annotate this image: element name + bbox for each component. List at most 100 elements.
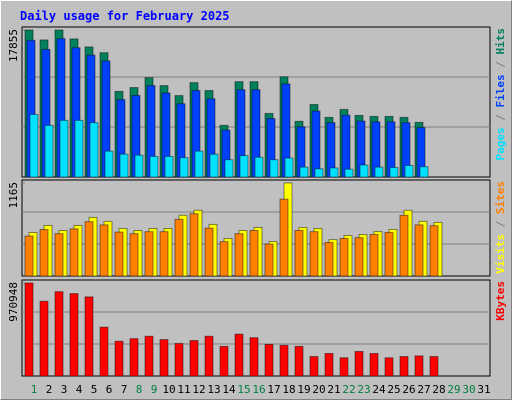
bar [144, 335, 154, 377]
bar [174, 342, 184, 377]
legend-entry: KBytes [494, 281, 507, 321]
x-tick-label: 17 [267, 383, 280, 396]
bar [54, 291, 64, 377]
x-tick-label: 12 [192, 383, 205, 396]
bar [114, 340, 124, 377]
bar [249, 229, 259, 277]
x-tick-label: 25 [387, 383, 400, 396]
bar [144, 231, 154, 277]
bar [219, 345, 229, 377]
bar [339, 237, 349, 277]
bar [134, 154, 144, 178]
bar [294, 345, 304, 377]
x-tick-label: 29 [447, 383, 460, 396]
bar [24, 235, 34, 277]
bar [24, 282, 34, 377]
bar [369, 352, 379, 377]
x-tick-label: 5 [91, 383, 98, 396]
bar [54, 233, 64, 277]
bar [279, 344, 289, 377]
bar [329, 167, 339, 178]
bar [384, 231, 394, 277]
bar [341, 114, 351, 178]
bar [314, 168, 324, 178]
bar [344, 168, 354, 178]
bar [234, 233, 244, 277]
bar [129, 233, 139, 277]
bar [279, 198, 289, 277]
x-tick-label: 9 [151, 383, 158, 396]
bar [324, 241, 334, 277]
bar [59, 119, 69, 178]
bar [44, 124, 54, 178]
bar [189, 340, 199, 377]
bar [299, 166, 309, 178]
legend-separator: / [494, 214, 507, 234]
bar [284, 157, 294, 178]
bar [399, 356, 409, 377]
bar [264, 343, 274, 377]
bar [119, 153, 129, 178]
legend-separator: / [494, 55, 507, 75]
bar [311, 110, 321, 178]
bar [264, 243, 274, 277]
legend-entry: Sites [494, 181, 507, 214]
bar [204, 335, 214, 377]
bar [149, 155, 159, 178]
x-tick-label: 22 [342, 383, 355, 396]
bar [429, 225, 439, 277]
bar [114, 231, 124, 277]
bar [294, 229, 304, 277]
bar [99, 224, 109, 277]
x-tick-label: 2 [46, 383, 53, 396]
bar [389, 167, 399, 178]
bar [414, 355, 424, 377]
x-tick-label: 3 [61, 383, 68, 396]
x-tick-label: 26 [402, 383, 415, 396]
bar [99, 326, 109, 377]
bar [339, 357, 349, 377]
bar [164, 155, 174, 178]
x-tick-label: 16 [252, 383, 265, 396]
bar [84, 221, 94, 277]
x-tick-label: 7 [121, 383, 128, 396]
bar [84, 296, 94, 377]
x-tick-label: 27 [417, 383, 430, 396]
bar [404, 164, 414, 178]
x-tick-label: 10 [162, 383, 175, 396]
bar [174, 218, 184, 277]
bar [104, 150, 114, 178]
legend-entry: Pages [494, 127, 507, 160]
bar [89, 122, 99, 178]
bar [209, 153, 219, 178]
bar [159, 339, 169, 377]
bar [399, 214, 409, 277]
x-tick-label: 19 [297, 383, 310, 396]
chart-title: Daily usage for February 2025 [20, 9, 230, 23]
bar [29, 113, 39, 178]
x-tick-label: 28 [432, 383, 445, 396]
bar [249, 337, 259, 377]
x-tick-label: 1 [31, 383, 38, 396]
legend-entry: Visits [494, 234, 507, 274]
bar [374, 166, 384, 178]
bar [194, 150, 204, 178]
bar [414, 224, 424, 277]
bar [224, 159, 234, 178]
x-tick-label: 14 [222, 383, 236, 396]
x-tick-label: 20 [312, 383, 325, 396]
x-tick-label: 13 [207, 383, 220, 396]
bar [354, 350, 364, 377]
x-tick-label: 21 [327, 383, 340, 396]
bar [69, 228, 79, 277]
bar [369, 233, 379, 277]
y-tick-label: 17855 [7, 29, 20, 62]
legend: Visits / Sites [494, 181, 507, 274]
bar [179, 157, 189, 178]
bar [189, 213, 199, 277]
bar [74, 119, 84, 178]
x-tick-label: 31 [477, 383, 490, 396]
x-tick-label: 4 [76, 383, 83, 396]
bar [359, 164, 369, 178]
